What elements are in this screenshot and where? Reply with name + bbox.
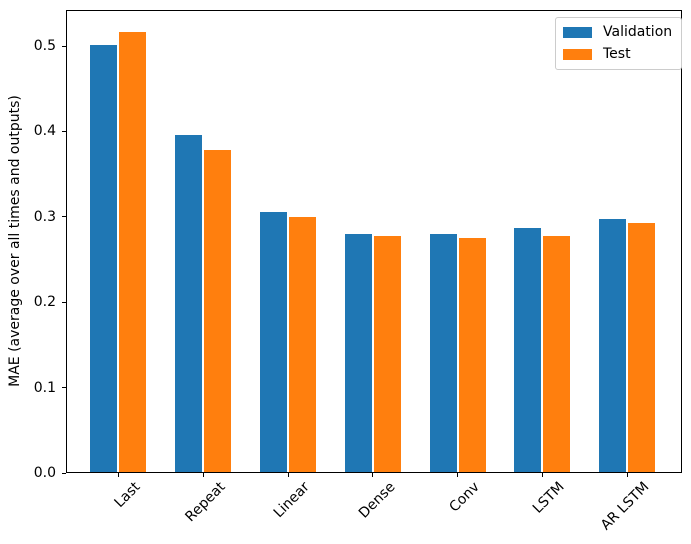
legend-swatch-test (563, 49, 592, 60)
bar-test-last (119, 32, 147, 473)
legend: Validation Test (555, 17, 683, 70)
bar-validation-linear (260, 211, 287, 473)
bar-test-lstm (543, 236, 571, 473)
bar-validation-lstm (514, 227, 542, 473)
x-tick-label-conv: Conv (446, 479, 483, 516)
y-tick-label: 0.3 (33, 208, 56, 225)
bar-test-conv (458, 238, 486, 473)
bar-test-ar-lstm (628, 222, 656, 473)
legend-swatch-validation (563, 27, 592, 38)
y-tick-mark (62, 301, 66, 303)
y-tick-label: 0.1 (33, 379, 56, 396)
x-tick-label-dense: Dense (355, 479, 399, 522)
bar-test-repeat (204, 150, 232, 473)
y-tick-mark (62, 472, 66, 474)
x-tick-mark (372, 473, 374, 477)
bar-test-dense (373, 236, 401, 473)
x-tick-mark (287, 473, 289, 477)
bar-validation-conv (429, 233, 457, 473)
x-tick-label-repeat: Repeat (182, 479, 229, 526)
legend-label-validation: Validation (603, 24, 673, 40)
y-tick-mark (62, 130, 66, 132)
bar-validation-last (90, 45, 118, 473)
y-tick-label: 0.0 (33, 465, 56, 481)
legend-item-validation: Validation (563, 24, 672, 41)
x-tick-mark (457, 473, 459, 477)
bar-validation-ar-lstm (599, 218, 627, 473)
y-tick-label: 0.5 (33, 38, 56, 54)
y-axis-label: MAE (average over all times and outputs) (7, 95, 23, 387)
y-tick-mark (62, 216, 66, 218)
y-tick-label: 0.2 (33, 294, 56, 311)
bar-validation-repeat (175, 134, 203, 473)
x-tick-label-lstm: LSTM (530, 479, 568, 517)
x-tick-mark (117, 473, 119, 477)
legend-item-test: Test (563, 46, 672, 63)
x-tick-mark (541, 473, 543, 477)
legend-label-test: Test (603, 46, 631, 62)
y-tick-mark (62, 45, 66, 47)
x-tick-mark (202, 473, 204, 477)
x-tick-label-ar-lstm: AR LSTM (598, 479, 653, 534)
y-tick-mark (62, 387, 66, 389)
x-tick-label-linear: Linear (271, 479, 314, 522)
x-tick-mark (626, 473, 628, 477)
y-tick-label: 0.4 (33, 123, 56, 140)
x-tick-label-last: Last (111, 479, 144, 511)
bar-validation-dense (344, 233, 372, 473)
bar-test-linear (289, 216, 316, 473)
